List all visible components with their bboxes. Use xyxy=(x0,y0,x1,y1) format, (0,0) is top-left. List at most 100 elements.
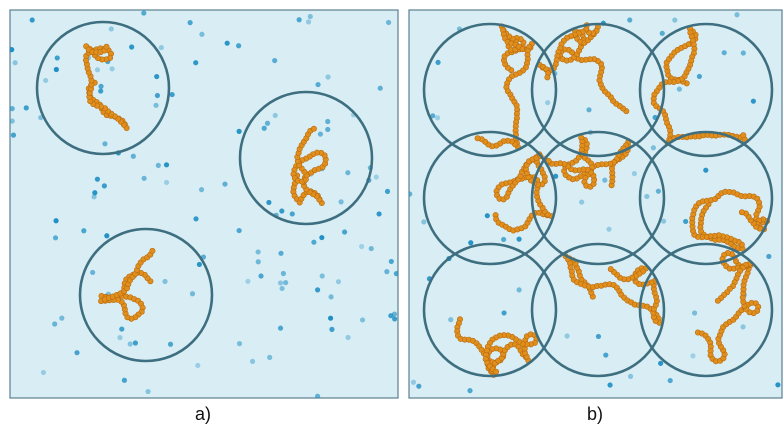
monomer xyxy=(150,248,155,253)
monomer xyxy=(739,210,744,215)
solvent-dot xyxy=(668,378,673,383)
monomer xyxy=(715,298,720,303)
solvent-dot xyxy=(703,168,708,173)
solvent-dot xyxy=(315,82,320,87)
solvent-dot xyxy=(154,74,159,79)
solvent-dot xyxy=(237,341,242,346)
monomer xyxy=(311,126,316,131)
solvent-dot xyxy=(109,26,114,31)
solvent-dot xyxy=(672,17,677,22)
solvent-dot xyxy=(262,126,267,131)
solvent-dot xyxy=(74,350,79,355)
solvent-dot xyxy=(141,10,146,15)
solvent-dot xyxy=(95,177,100,182)
solvent-dot xyxy=(751,99,756,104)
solvent-dot xyxy=(98,88,103,93)
monomer xyxy=(493,369,498,374)
solvent-dot xyxy=(345,170,350,175)
solvent-dot xyxy=(586,107,591,112)
solvent-dot xyxy=(411,380,416,385)
solvent-dot xyxy=(272,58,277,63)
solvent-dot xyxy=(117,335,122,340)
solvent-dot xyxy=(336,279,341,284)
solvent-dot xyxy=(122,378,127,383)
solvent-dot xyxy=(193,60,198,65)
solvent-dot xyxy=(104,233,109,238)
solvent-dot xyxy=(273,113,278,118)
solvent-dot xyxy=(389,259,394,264)
solvent-dot xyxy=(319,235,324,240)
solvent-dot xyxy=(677,87,682,92)
solvent-dot xyxy=(734,12,739,17)
solvent-dot xyxy=(142,176,147,181)
solvent-dot xyxy=(102,183,107,188)
solvent-dot xyxy=(162,279,167,284)
solvent-dot xyxy=(222,181,227,186)
solvent-dot xyxy=(545,100,550,105)
solvent-dot xyxy=(660,31,665,36)
solvent-dot xyxy=(374,174,379,179)
solvent-dot xyxy=(318,131,323,136)
solvent-dot xyxy=(256,259,261,264)
solvent-dot xyxy=(199,187,204,192)
solvent-dot xyxy=(245,279,250,284)
solvent-dot xyxy=(359,244,364,249)
solvent-dot xyxy=(193,216,198,221)
solvent-dot xyxy=(407,191,412,196)
monomer xyxy=(741,133,746,138)
solvent-dot xyxy=(170,92,175,97)
solvent-dot xyxy=(283,280,288,285)
solvent-dot xyxy=(53,218,58,223)
panel-label: b) xyxy=(587,404,603,424)
solvent-dot xyxy=(153,103,158,108)
solvent-dot xyxy=(129,44,134,49)
monomer xyxy=(545,75,550,80)
solvent-dot xyxy=(195,363,200,368)
solvent-dot xyxy=(378,86,383,91)
solvent-dot xyxy=(278,326,283,331)
solvent-dot xyxy=(306,19,311,24)
solvent-dot xyxy=(775,382,780,387)
solvent-dot xyxy=(722,50,727,55)
solvent-dot xyxy=(53,235,58,240)
solvent-dot xyxy=(311,240,316,245)
solvent-dot xyxy=(606,227,611,232)
solvent-dot xyxy=(30,17,35,22)
solvent-dot xyxy=(10,118,15,123)
solvent-dot xyxy=(683,219,688,224)
solvent-dot xyxy=(632,171,637,176)
solvent-dot xyxy=(501,310,506,315)
solvent-dot xyxy=(384,269,389,274)
solvent-dot xyxy=(237,129,242,134)
monomer xyxy=(475,136,480,141)
solvent-dot xyxy=(603,352,608,357)
solvent-dot xyxy=(329,327,334,332)
solvent-dot xyxy=(435,115,440,120)
solvent-dot xyxy=(131,154,136,159)
solvent-dot xyxy=(740,324,745,329)
solvent-dot xyxy=(388,313,393,318)
solvent-dot xyxy=(237,228,242,233)
solvent-dot xyxy=(325,127,330,132)
solvent-dot xyxy=(290,211,295,216)
solvent-dot xyxy=(516,237,521,242)
monomer xyxy=(608,266,613,271)
solvent-dot xyxy=(133,340,138,345)
solvent-dot xyxy=(91,194,96,199)
solvent-dot xyxy=(102,141,107,146)
solvent-dot xyxy=(325,74,330,79)
solvent-dot xyxy=(265,121,270,126)
solvent-dot xyxy=(145,389,150,394)
solvent-dot xyxy=(579,199,584,204)
solvent-dot xyxy=(421,219,426,224)
solvent-dot xyxy=(320,273,325,278)
solvent-dot xyxy=(386,20,391,25)
solvent-dot xyxy=(280,286,285,291)
solvent-dot xyxy=(308,14,313,19)
solvent-dot xyxy=(267,355,272,360)
solvent-dot xyxy=(168,342,173,347)
solvent-dot xyxy=(416,384,421,389)
solvent-dot xyxy=(467,388,472,393)
solvent-dot xyxy=(164,180,169,185)
monomer xyxy=(104,44,109,49)
